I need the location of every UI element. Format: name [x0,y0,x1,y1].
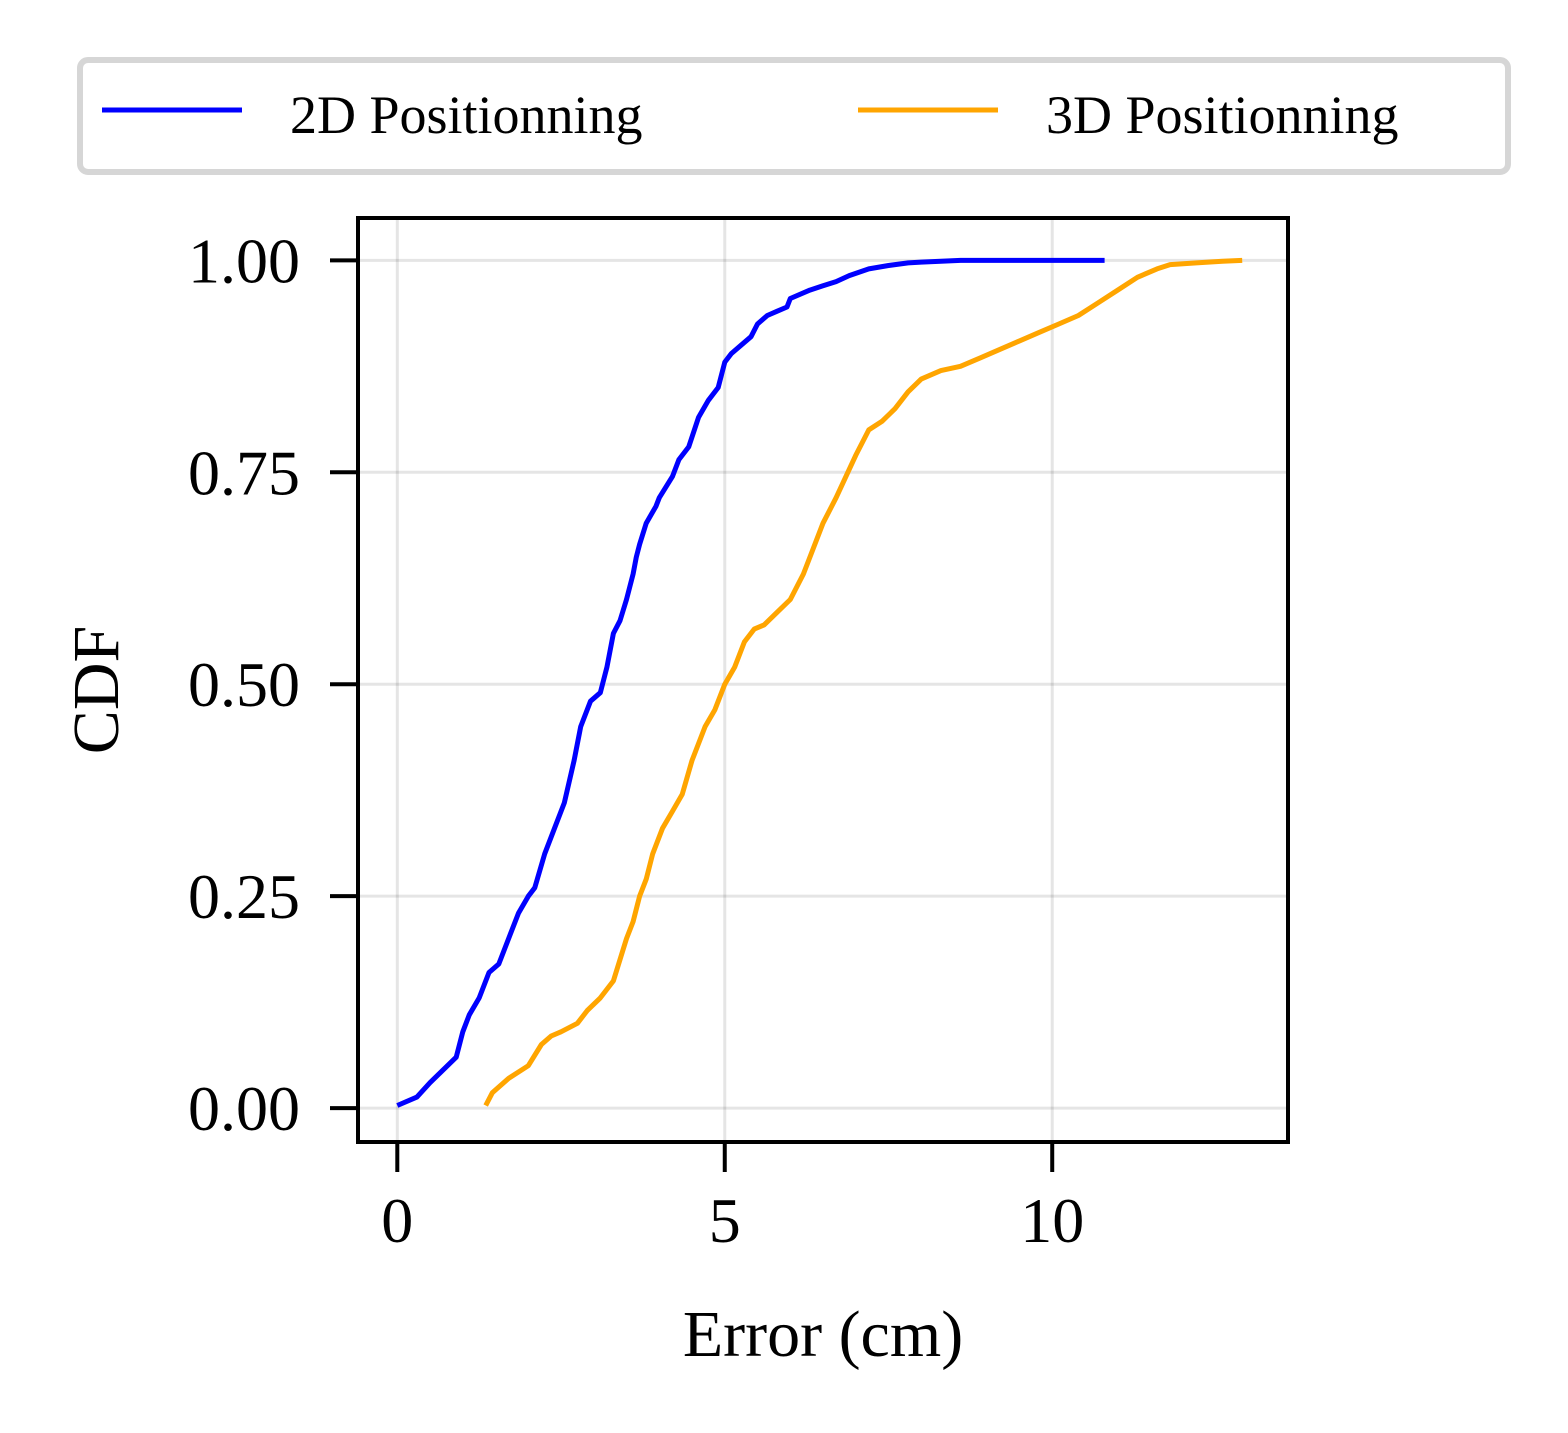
x-tick-label: 0 [381,1185,413,1256]
x-tick-label: 5 [709,1185,741,1256]
series-lines [396,257,1243,1108]
axes: 0 5 10 0.00 0.25 0.50 0.75 1.00 [188,225,1084,1256]
legend-label-2d: 2D Positionning [290,85,643,145]
grid [358,218,1288,1142]
y-tick-label: 0.75 [188,437,300,508]
series-line-2d [396,257,1105,1108]
x-axis-title: Error (cm) [683,1298,963,1371]
legend-frame [77,57,1511,175]
y-tick-label: 0.00 [188,1073,300,1144]
series-line-3d [483,257,1243,1107]
y-tick-label: 0.25 [188,861,300,932]
legend: 2D Positionning 3D Positionning [77,57,1511,175]
y-tick-label: 0.50 [188,649,300,720]
y-axis-title: CDF [60,626,133,754]
x-tick-label: 10 [1020,1185,1084,1256]
legend-label-3d: 3D Positionning [1046,85,1399,145]
y-tick-label: 1.00 [188,225,300,296]
plot-frame [356,216,1290,1144]
